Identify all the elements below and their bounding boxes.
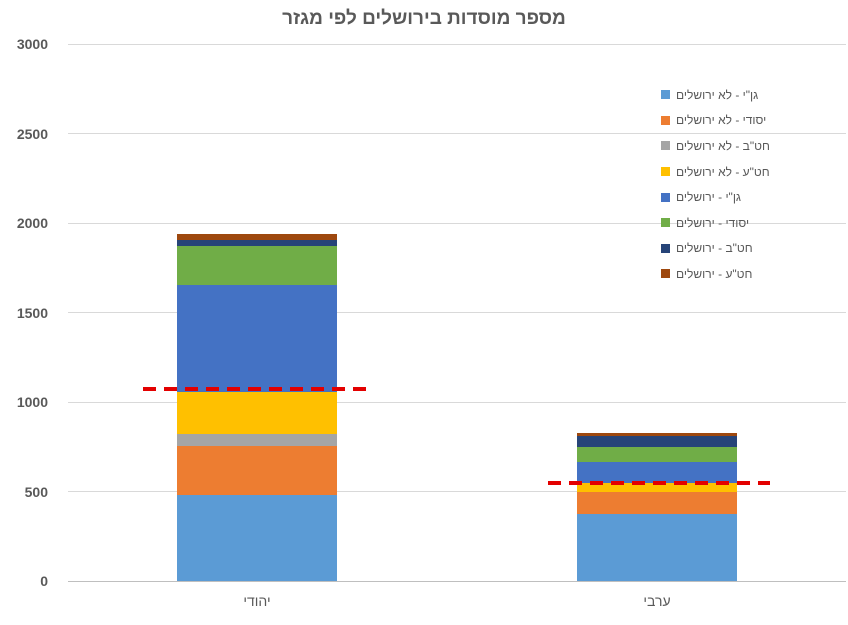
gridline bbox=[68, 43, 846, 45]
legend-swatch-icon bbox=[661, 115, 670, 125]
plot-area[interactable] bbox=[68, 43, 846, 582]
y-tick-label: 2000 bbox=[16, 215, 48, 231]
chart-title: מספר מוסדות בירושלים לפי מגזר bbox=[282, 8, 566, 29]
legend-swatch-icon bbox=[661, 90, 670, 100]
bar-segment[interactable] bbox=[177, 495, 337, 581]
gridline bbox=[68, 401, 846, 403]
x-axis-line bbox=[68, 580, 846, 582]
bar-segment[interactable] bbox=[577, 436, 737, 447]
legend-item[interactable]: חט"ע - ירושלים bbox=[661, 261, 770, 287]
legend-item[interactable]: יסודי - לא ירושלים bbox=[661, 108, 770, 134]
bar-segment[interactable] bbox=[177, 392, 337, 435]
y-tick-label: 1000 bbox=[16, 394, 48, 410]
bar-segment[interactable] bbox=[577, 483, 737, 492]
bar-segment[interactable] bbox=[577, 513, 737, 581]
x-axis-label: ערבי bbox=[643, 593, 671, 609]
bar-segment[interactable] bbox=[577, 433, 737, 437]
legend-item[interactable]: חט"ע - לא ירושלים bbox=[661, 159, 770, 185]
bar-segment[interactable] bbox=[177, 434, 337, 446]
legend-item[interactable]: חט"ב - לא ירושלים bbox=[661, 133, 770, 159]
y-tick-label: 500 bbox=[24, 483, 48, 500]
legend-label: חט"ע - לא ירושלים bbox=[676, 164, 770, 179]
bar-segment[interactable] bbox=[577, 461, 737, 484]
legend-label: יסודי - לא ירושלים bbox=[676, 113, 767, 128]
legend-swatch-icon bbox=[661, 243, 670, 253]
legend-label: גן"י - לא ירושלים bbox=[676, 87, 759, 102]
y-tick-label: 1500 bbox=[16, 304, 48, 321]
y-tick-label: 2500 bbox=[16, 125, 48, 142]
bar-ערבי[interactable] bbox=[577, 433, 737, 581]
y-tick-label: 3000 bbox=[16, 36, 48, 52]
gridline bbox=[68, 491, 846, 492]
bar-segment[interactable] bbox=[177, 240, 337, 247]
legend-swatch-icon bbox=[661, 192, 670, 202]
bar-segment[interactable] bbox=[177, 246, 337, 285]
y-tick-label: 0 bbox=[40, 573, 48, 589]
legend-swatch-icon bbox=[661, 269, 670, 279]
x-axis-label: יהודי bbox=[243, 593, 271, 609]
legend: גן"י - לא ירושלים יסודי - לא ירושלים חט"ב … bbox=[661, 82, 770, 287]
legend-label: חט"ב - לא ירושלים bbox=[676, 138, 770, 153]
gridline bbox=[68, 133, 846, 134]
legend-item[interactable]: גן"י - לא ירושלים bbox=[661, 82, 770, 108]
bar-segment[interactable] bbox=[577, 446, 737, 462]
y-axis: 0 500 1000 1500 2000 2500 3000 bbox=[0, 36, 56, 589]
legend-label: גן"י - ירושלים bbox=[676, 190, 742, 205]
gridline bbox=[68, 312, 846, 313]
gridline bbox=[68, 222, 846, 224]
bar-segment[interactable] bbox=[177, 445, 337, 496]
legend-label: חט"ב - ירושלים bbox=[676, 241, 753, 256]
legend-swatch-icon bbox=[661, 141, 670, 151]
legend-label: יסודי - ירושלים bbox=[676, 215, 750, 230]
bar-segment[interactable] bbox=[177, 233, 337, 241]
legend-swatch-icon bbox=[661, 167, 670, 177]
bar-יהודי[interactable] bbox=[177, 233, 337, 581]
reference-line[interactable] bbox=[548, 480, 770, 485]
bar-segment[interactable] bbox=[177, 284, 337, 393]
reference-line[interactable] bbox=[143, 387, 370, 392]
legend-item[interactable]: גן"י - ירושלים bbox=[661, 184, 770, 210]
legend-item[interactable]: חט"ב - ירושלים bbox=[661, 236, 770, 262]
legend-item[interactable]: יסודי - ירושלים bbox=[661, 210, 770, 236]
legend-label: חט"ע - ירושלים bbox=[676, 266, 753, 281]
legend-swatch-icon bbox=[661, 218, 670, 228]
bar-segment[interactable] bbox=[577, 491, 737, 514]
